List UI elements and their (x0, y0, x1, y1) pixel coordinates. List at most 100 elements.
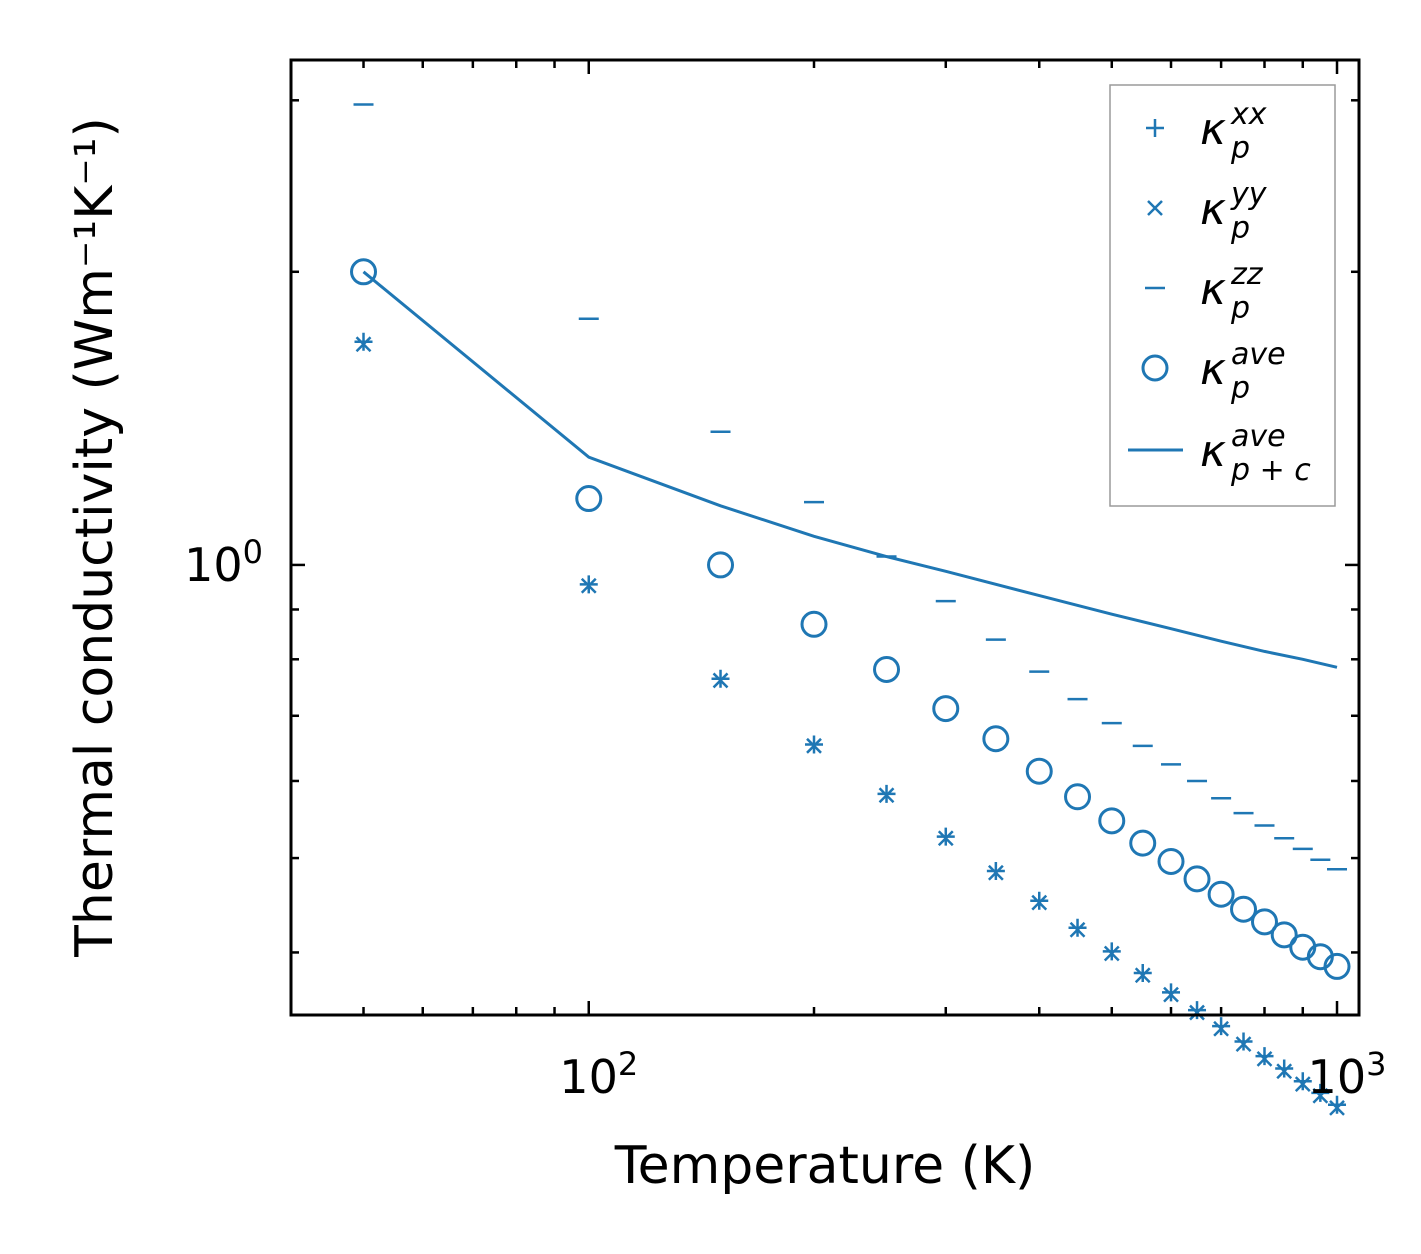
legend-frame (1109, 84, 1336, 507)
data-point (806, 737, 822, 754)
legend-label: κ yy p (1200, 177, 1268, 246)
x-tick-label: 103 (1308, 1045, 1387, 1104)
legend-label-subscript: p (1230, 211, 1250, 246)
data-point (1157, 847, 1185, 875)
data-point (1183, 865, 1211, 893)
data-point (1234, 1032, 1253, 1051)
tick-label-exponent: 0 (243, 533, 263, 571)
data-point (1312, 1087, 1329, 1104)
legend-label-subscript: p (1230, 371, 1250, 406)
data-point (1207, 880, 1235, 908)
legend-entry: κ yy p (1147, 177, 1268, 246)
tick-label-exponent: 2 (618, 1045, 638, 1083)
data-point (1069, 921, 1086, 938)
legend-label: κ xx p (1200, 97, 1267, 166)
legend-label-superscript: zz (1230, 257, 1264, 292)
data-point (1133, 964, 1152, 983)
legend-label-symbol: κ (1200, 184, 1226, 235)
legend-label-superscript: ave (1231, 419, 1286, 454)
data-point (1068, 918, 1087, 937)
data-point (1329, 1099, 1345, 1116)
x-tick-label: 102 (559, 1045, 638, 1104)
legend-label-subscript: p (1230, 291, 1250, 326)
legend-label-symbol: κ (1200, 426, 1226, 477)
y-tick-label: 100 (184, 533, 263, 592)
data-point (1251, 908, 1279, 936)
data-point (1276, 1063, 1293, 1080)
legend-entry: κ zz p (1145, 257, 1264, 326)
data-point (982, 725, 1010, 753)
data-point (1328, 1095, 1347, 1114)
data-point (1235, 1036, 1252, 1053)
data-point (1256, 1050, 1273, 1067)
legend-label: κ ave p + c (1200, 419, 1311, 488)
series-line-kappa-p-c-ave (362, 270, 1338, 669)
data-point (1311, 1083, 1330, 1102)
data-point (1098, 807, 1126, 835)
data-point (575, 485, 603, 513)
data-point (800, 610, 828, 638)
legend-label-symbol: κ (1200, 104, 1226, 155)
data-point (354, 332, 373, 351)
legend-entry: κ ave p + c (1128, 419, 1311, 488)
legend-label-symbol: κ (1200, 344, 1226, 395)
data-point (1163, 986, 1179, 1003)
legend-marker (1141, 354, 1169, 382)
data-point (712, 672, 729, 689)
data-point (987, 864, 1004, 881)
data-point (1129, 829, 1157, 857)
axes-frame (289, 58, 1361, 1017)
tick-label-base: 10 (184, 538, 243, 592)
data-point (1103, 945, 1120, 962)
legend-label-superscript: xx (1230, 97, 1267, 132)
legend-entry: κ ave p (1141, 337, 1286, 406)
data-point (873, 655, 901, 683)
legend-entry: κ xx p (1146, 97, 1267, 166)
data-point (1031, 894, 1048, 911)
tick-label-exponent: 3 (1366, 1045, 1386, 1083)
data-point (1230, 895, 1258, 923)
data-point (1213, 1020, 1229, 1037)
data-point (350, 258, 378, 286)
x-axis-label: Temperature (K) (614, 1136, 1036, 1196)
axis-ticks (291, 60, 1359, 1015)
tick-label-base: 10 (1308, 1050, 1367, 1104)
data-point (1270, 921, 1298, 949)
data-point (1212, 1017, 1231, 1036)
data-point (1102, 942, 1121, 961)
legend: κ xx pκ yy pκ zz pκ ave pκ ave p + c (1109, 84, 1336, 507)
y-axis-label: Thermal conductivity (Wm⁻¹K⁻¹) (65, 117, 125, 958)
data-point (1030, 891, 1049, 910)
data-point (707, 551, 735, 579)
data-point (1189, 1004, 1205, 1021)
data-point (1025, 757, 1053, 785)
data-point (878, 787, 895, 804)
plot-area (350, 103, 1351, 1116)
data-point (932, 695, 960, 723)
legend-label-superscript: ave (1231, 337, 1286, 372)
data-point (1064, 783, 1092, 811)
data-point (1294, 1076, 1311, 1092)
data-point (1275, 1059, 1294, 1078)
legend-label-superscript: yy (1230, 177, 1268, 212)
series-1 (355, 336, 1345, 1116)
data-point (1162, 983, 1181, 1002)
legend-label-symbol: κ (1200, 264, 1226, 315)
data-point (937, 830, 954, 847)
tick-label-base: 10 (559, 1050, 618, 1104)
data-point (1255, 1047, 1274, 1066)
legend-label-subscript: p + c (1230, 453, 1311, 488)
legend-marker (1147, 200, 1163, 216)
data-point (1134, 967, 1151, 984)
data-point (1323, 952, 1351, 980)
data-point (355, 336, 372, 353)
legend-marker (1146, 119, 1164, 137)
data-point (1293, 1072, 1312, 1091)
series-3 (350, 258, 1351, 980)
legend-label-subscript: p (1230, 131, 1250, 166)
data-point (580, 577, 597, 594)
legend-label: κ zz p (1200, 257, 1264, 326)
